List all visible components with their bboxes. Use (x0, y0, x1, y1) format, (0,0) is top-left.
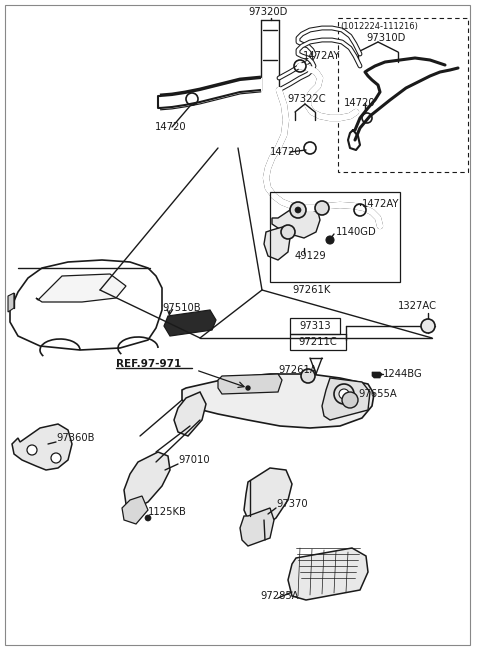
Text: 97313: 97313 (299, 321, 331, 331)
Polygon shape (372, 372, 382, 378)
Text: REF.97-971: REF.97-971 (116, 359, 181, 369)
Polygon shape (124, 452, 170, 508)
Text: 97261A: 97261A (278, 365, 317, 375)
Polygon shape (240, 508, 274, 546)
Text: 14720: 14720 (155, 122, 187, 132)
Text: 97010: 97010 (178, 455, 210, 465)
Text: 1472AY: 1472AY (362, 199, 399, 209)
Text: 97510B: 97510B (162, 303, 201, 313)
Text: 1140GD: 1140GD (336, 227, 377, 237)
Text: 97285A: 97285A (260, 591, 299, 601)
Text: 97322C: 97322C (287, 94, 325, 104)
Circle shape (339, 389, 349, 399)
Text: 97211C: 97211C (299, 337, 337, 347)
Circle shape (51, 453, 61, 463)
Polygon shape (12, 424, 72, 470)
Polygon shape (10, 260, 162, 350)
Polygon shape (8, 293, 14, 312)
Polygon shape (174, 392, 206, 436)
Text: 14720: 14720 (344, 98, 376, 108)
Text: 1125KB: 1125KB (148, 507, 187, 517)
Circle shape (27, 445, 37, 455)
Bar (290, 318, 340, 334)
Circle shape (246, 386, 250, 390)
Text: 97370: 97370 (276, 499, 308, 509)
Circle shape (295, 207, 301, 213)
Polygon shape (322, 378, 370, 420)
Circle shape (281, 225, 295, 239)
Polygon shape (218, 374, 282, 394)
Text: 49129: 49129 (295, 251, 327, 261)
Text: 97360B: 97360B (56, 433, 95, 443)
Circle shape (326, 236, 334, 244)
Circle shape (301, 369, 315, 383)
Text: 1327AC: 1327AC (398, 301, 437, 311)
Circle shape (315, 201, 329, 215)
Polygon shape (182, 374, 374, 428)
Polygon shape (272, 208, 320, 238)
Polygon shape (244, 468, 292, 528)
Text: 97655A: 97655A (358, 389, 397, 399)
Text: 1244BG: 1244BG (383, 369, 423, 379)
Circle shape (334, 384, 354, 404)
Bar (290, 334, 346, 350)
Text: (1012224-111216): (1012224-111216) (340, 22, 418, 31)
Circle shape (342, 392, 358, 408)
Polygon shape (36, 274, 126, 302)
Polygon shape (288, 548, 368, 600)
Polygon shape (122, 496, 148, 524)
Text: 1472AY: 1472AY (303, 51, 340, 61)
Bar (338, 18, 468, 172)
Text: 97320D: 97320D (248, 7, 288, 17)
Text: 14720: 14720 (270, 147, 301, 157)
Circle shape (145, 515, 151, 521)
Text: 97310D: 97310D (366, 33, 406, 43)
Polygon shape (164, 310, 216, 336)
Circle shape (290, 202, 306, 218)
Circle shape (421, 319, 435, 333)
Text: 97261K: 97261K (292, 285, 330, 295)
Bar (270, 192, 400, 282)
Polygon shape (264, 226, 290, 260)
